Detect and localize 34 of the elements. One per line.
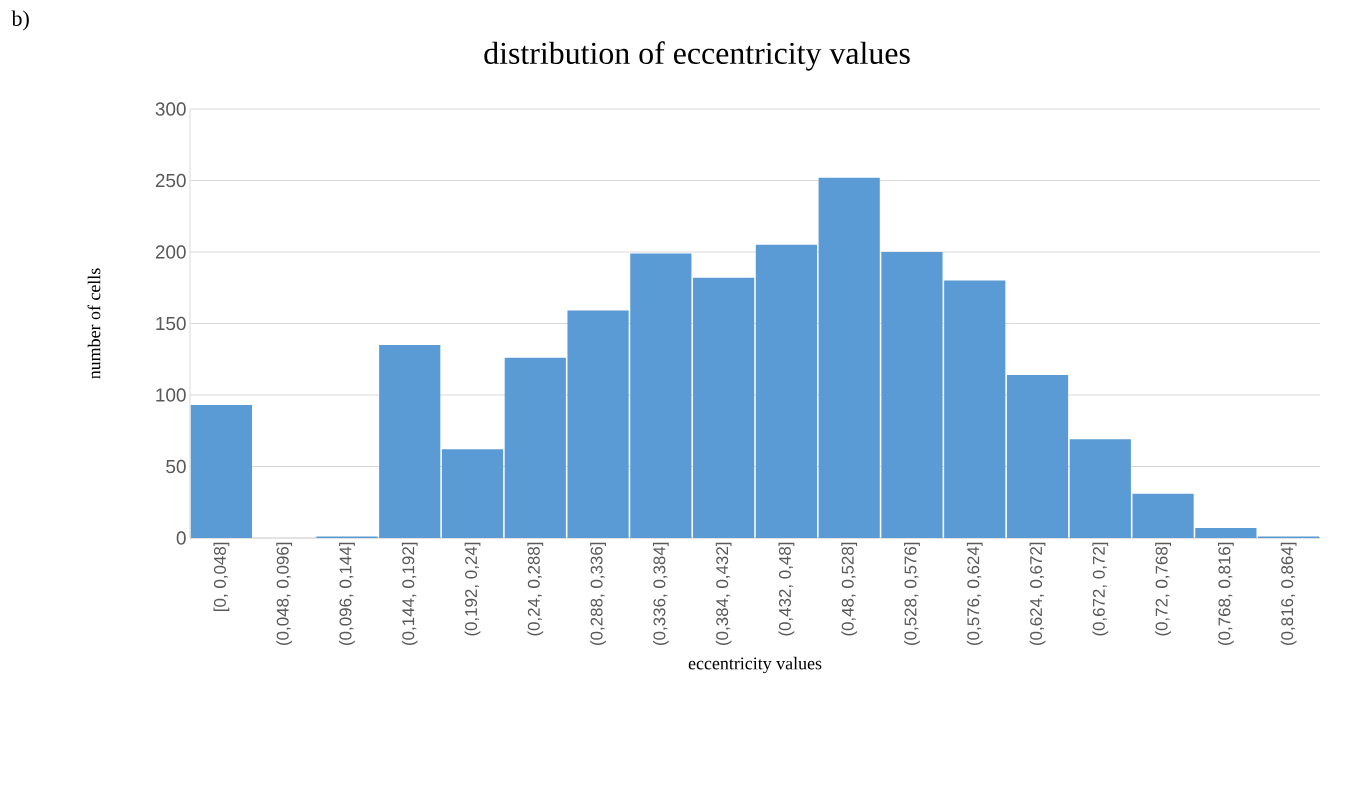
bar <box>441 449 504 538</box>
y-tick-label: 50 <box>166 459 186 474</box>
bar <box>190 405 252 538</box>
x-tick-label: (0,192, 0,24] <box>464 542 481 636</box>
x-tick-label: (0,384, 0,432] <box>715 542 732 645</box>
bar <box>755 244 818 538</box>
chart-title: distribution of eccentricity values <box>484 41 910 71</box>
x-tick-label: (0,24, 0,288] <box>527 542 544 636</box>
x-axis-title: eccentricity values <box>688 656 822 674</box>
y-tick-label: 250 <box>155 173 186 188</box>
y-tick-label: 200 <box>155 245 186 259</box>
y-axis-title: number of cells <box>87 268 101 379</box>
x-tick-label: (0,048, 0,096] <box>276 542 293 645</box>
y-tick-label: 300 <box>155 102 186 116</box>
x-tick-label: (0,72, 0,768] <box>1155 542 1171 636</box>
x-tick-label: (0,336, 0,384] <box>652 542 669 645</box>
y-tick-label: 0 <box>176 531 186 545</box>
x-tick-label: (0,576, 0,624] <box>966 542 983 645</box>
x-tick-label: [0, 0,048] <box>213 542 230 611</box>
x-tick-label: (0,816, 0,864] <box>1280 542 1297 645</box>
x-tick-label: (0,48, 0,528] <box>841 542 858 636</box>
y-tick-label: 100 <box>156 388 186 402</box>
text: b) <box>11 10 29 31</box>
x-tick-label: (0,672, 0,72] <box>1092 542 1109 636</box>
x-tick-label: (0,144, 0,192] <box>401 542 418 645</box>
x-tick-label: (0,288, 0,336] <box>590 542 606 645</box>
x-tick-label: (0,528, 0,576] <box>904 542 920 645</box>
x-tick-label: (0,096, 0,144] <box>339 542 355 645</box>
bar <box>1006 374 1069 538</box>
bar <box>693 277 755 538</box>
y-tick-label: 150 <box>156 316 186 331</box>
x-tick-label: (0,624, 0,672] <box>1029 542 1046 645</box>
x-tick-label: (0,432, 0,48] <box>778 542 795 636</box>
x-tick-label: (0,768, 0,816] <box>1217 542 1234 645</box>
